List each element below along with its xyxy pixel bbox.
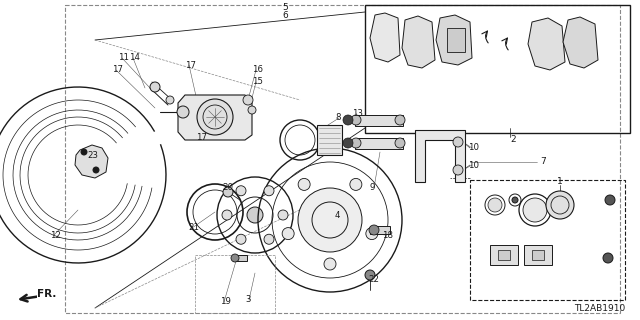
Circle shape <box>150 82 160 92</box>
Circle shape <box>369 225 379 235</box>
Text: 23: 23 <box>87 150 98 159</box>
Text: 21: 21 <box>188 223 199 233</box>
Circle shape <box>231 254 239 262</box>
Circle shape <box>343 138 353 148</box>
Text: 8: 8 <box>335 114 340 123</box>
Text: 7: 7 <box>540 157 546 166</box>
Bar <box>355 138 403 149</box>
Text: 20: 20 <box>222 183 233 193</box>
Text: 11: 11 <box>118 53 129 62</box>
Circle shape <box>512 197 518 203</box>
Circle shape <box>278 210 288 220</box>
Circle shape <box>350 179 362 190</box>
Bar <box>370 226 390 234</box>
Text: 16: 16 <box>252 66 263 75</box>
Text: 1: 1 <box>557 178 563 187</box>
Circle shape <box>453 137 463 147</box>
Text: 6: 6 <box>282 12 288 20</box>
Circle shape <box>395 115 405 125</box>
Circle shape <box>298 179 310 190</box>
Bar <box>195 255 275 313</box>
Circle shape <box>264 186 274 196</box>
Bar <box>524 245 552 265</box>
Polygon shape <box>563 17 598 68</box>
Circle shape <box>605 195 615 205</box>
Text: 18: 18 <box>382 230 393 239</box>
Text: 5: 5 <box>282 3 288 12</box>
Circle shape <box>197 99 233 135</box>
Text: 17: 17 <box>112 66 123 75</box>
Text: 2: 2 <box>510 135 516 145</box>
Text: 17: 17 <box>196 133 207 142</box>
Bar <box>447 28 465 52</box>
Text: 14: 14 <box>129 53 140 62</box>
Circle shape <box>177 106 189 118</box>
Circle shape <box>243 95 253 105</box>
Polygon shape <box>178 95 252 140</box>
Circle shape <box>93 167 99 173</box>
Bar <box>233 255 247 261</box>
Text: 12: 12 <box>50 230 61 239</box>
Circle shape <box>488 198 502 212</box>
Polygon shape <box>528 18 565 70</box>
Circle shape <box>324 258 336 270</box>
Circle shape <box>247 207 263 223</box>
Circle shape <box>264 234 274 244</box>
Bar <box>317 125 342 155</box>
Circle shape <box>166 96 174 104</box>
Polygon shape <box>436 15 472 65</box>
Text: 13: 13 <box>352 108 363 117</box>
Circle shape <box>222 210 232 220</box>
Bar <box>355 115 403 126</box>
Bar <box>498 250 510 260</box>
Circle shape <box>453 165 463 175</box>
Circle shape <box>298 188 362 252</box>
Text: 19: 19 <box>220 298 231 307</box>
Polygon shape <box>402 16 435 68</box>
Polygon shape <box>370 13 400 62</box>
Circle shape <box>365 270 375 280</box>
Circle shape <box>351 115 361 125</box>
Circle shape <box>366 228 378 240</box>
Circle shape <box>546 191 574 219</box>
Text: 15: 15 <box>252 77 263 86</box>
Text: FR.: FR. <box>37 289 56 299</box>
Text: 22: 22 <box>368 276 379 284</box>
Circle shape <box>343 115 353 125</box>
Text: 4: 4 <box>335 211 340 220</box>
Circle shape <box>81 149 87 155</box>
Bar <box>365 5 630 133</box>
Text: 10: 10 <box>468 161 479 170</box>
Circle shape <box>395 138 405 148</box>
Circle shape <box>248 106 256 114</box>
Bar <box>65 5 620 313</box>
Bar <box>532 250 544 260</box>
Circle shape <box>223 187 233 197</box>
Circle shape <box>236 234 246 244</box>
Circle shape <box>523 198 547 222</box>
Circle shape <box>236 186 246 196</box>
Polygon shape <box>75 145 108 178</box>
Text: 10: 10 <box>468 143 479 153</box>
Polygon shape <box>415 130 465 182</box>
Bar <box>470 180 625 300</box>
Text: 17: 17 <box>185 60 196 69</box>
Text: 3: 3 <box>245 295 250 305</box>
Text: TL2AB1910: TL2AB1910 <box>573 304 625 313</box>
Circle shape <box>282 228 294 240</box>
Bar <box>490 245 518 265</box>
Circle shape <box>351 138 361 148</box>
Circle shape <box>603 253 613 263</box>
Text: 9: 9 <box>370 183 376 193</box>
